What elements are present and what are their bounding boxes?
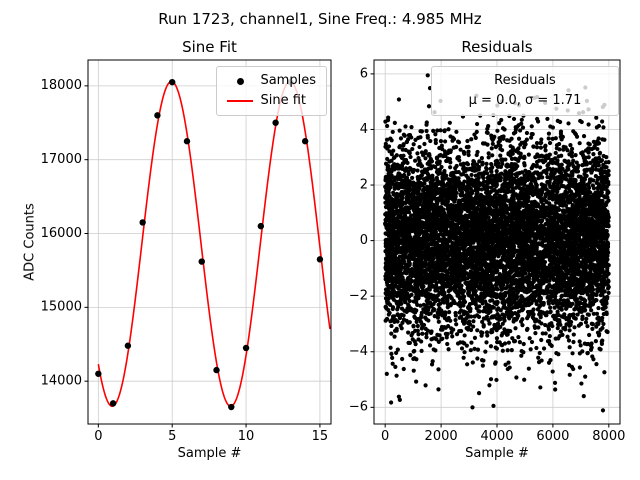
x-axis-label-sample-left: Sample #	[177, 446, 242, 461]
legend-entry-sine-fit: Sine fit	[227, 91, 316, 111]
y-axis-label-adc-counts: ADC Counts	[22, 203, 38, 281]
sine-fit-line-icon	[227, 100, 254, 102]
residuals-legend: Residuals μ = 0.0, σ = 1.71	[431, 66, 619, 116]
residuals-plot-title: Residuals	[461, 38, 533, 56]
legend-title-residuals: Residuals	[494, 73, 556, 88]
legend-entry-samples: Samples	[227, 71, 316, 91]
sine-fit-plot-title: Sine Fit	[182, 38, 237, 56]
legend-label-sine-fit: Sine fit	[260, 93, 306, 108]
x-axis-label-sample-right: Sample #	[465, 446, 529, 461]
figure-title: Run 1723, channel1, Sine Freq.: 4.985 MH…	[158, 10, 482, 28]
samples-dot-marker-icon	[227, 77, 253, 85]
legend-label-residual-stats: μ = 0.0, σ = 1.71	[468, 93, 582, 108]
sine-fit-legend: Samples Sine fit	[216, 66, 327, 116]
legend-label-samples: Samples	[260, 73, 316, 88]
